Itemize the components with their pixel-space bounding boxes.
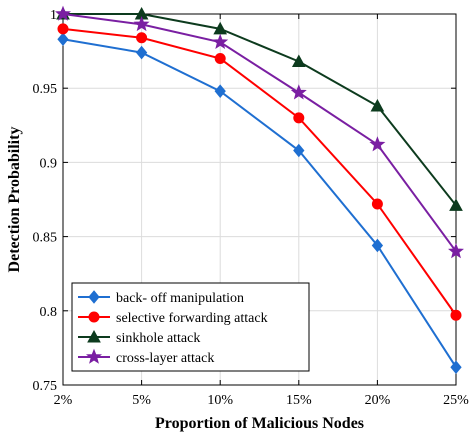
data-point-marker [55, 5, 71, 21]
series-diamond [57, 32, 462, 374]
x-tick-label: 2% [54, 393, 73, 408]
data-point-marker [212, 33, 229, 49]
legend-box [71, 282, 310, 372]
data-point-marker [293, 112, 305, 124]
legend-marker [87, 329, 101, 343]
data-point-marker [214, 53, 226, 65]
data-point-marker [371, 238, 384, 253]
legend-entry: back- off manipulation [78, 290, 244, 306]
data-point-marker [214, 84, 226, 98]
legend-marker [86, 348, 102, 364]
data-point-marker [57, 23, 69, 35]
y-axis-ticks: 0.75 0.8 0.85 0.9 0.95 1 [33, 8, 456, 394]
x-tick-label: 15% [286, 393, 312, 408]
y-tick-label: 0.95 [33, 82, 58, 97]
series-triangle [56, 6, 463, 211]
legend-marker [88, 290, 100, 304]
y-tick-label: 0.75 [33, 379, 58, 394]
series-line [63, 13, 457, 207]
y-tick-label: 0.9 [40, 156, 58, 171]
y-tick-label: 0.85 [33, 231, 58, 246]
legend-entry: selective forwarding attack [78, 311, 268, 326]
data-point-marker [449, 198, 463, 211]
data-point-marker [133, 15, 150, 32]
series-line [62, 27, 457, 316]
x-tick-label: 20% [365, 393, 391, 408]
y-tick-label: 0.8 [40, 305, 58, 320]
series-line [62, 38, 457, 368]
series-line [62, 13, 457, 253]
x-tick-label: 25% [443, 393, 469, 408]
data-point-marker [291, 54, 306, 67]
y-tick-label: 1 [50, 8, 57, 23]
data-point-marker [371, 198, 383, 210]
legend-marker [88, 311, 100, 323]
legend-entry: sinkhole attack [78, 329, 200, 346]
y-axis-title: Detection Probability [6, 127, 23, 273]
data-point-marker [448, 243, 464, 259]
legend-label: sinkhole attack [116, 331, 200, 346]
series-lines [55, 5, 464, 374]
data-point-marker [370, 98, 385, 112]
x-tick-label: 10% [207, 393, 233, 408]
x-axis-title: Proportion of Malicious Nodes [155, 415, 364, 432]
legend: back- off manipulation selective forwardi… [71, 282, 310, 372]
data-point-marker [57, 32, 69, 47]
x-tick-label: 5% [132, 393, 151, 408]
data-point-marker [135, 45, 148, 60]
data-point-marker [450, 360, 462, 374]
series-circle [57, 23, 462, 321]
legend-label: back- off manipulation [116, 291, 244, 306]
x-axis-ticks: 2% 5% 10% 15% 20% 25% [54, 14, 469, 408]
series-star [55, 5, 464, 259]
data-point-marker [450, 309, 462, 321]
data-point-marker [290, 84, 307, 100]
data-point-marker [136, 32, 148, 44]
data-point-marker [293, 143, 305, 158]
legend-entry: cross-layer attack [78, 348, 214, 366]
legend-label: selective forwarding attack [116, 311, 268, 326]
legend-label: cross-layer attack [116, 351, 214, 366]
data-point-marker [369, 136, 386, 152]
